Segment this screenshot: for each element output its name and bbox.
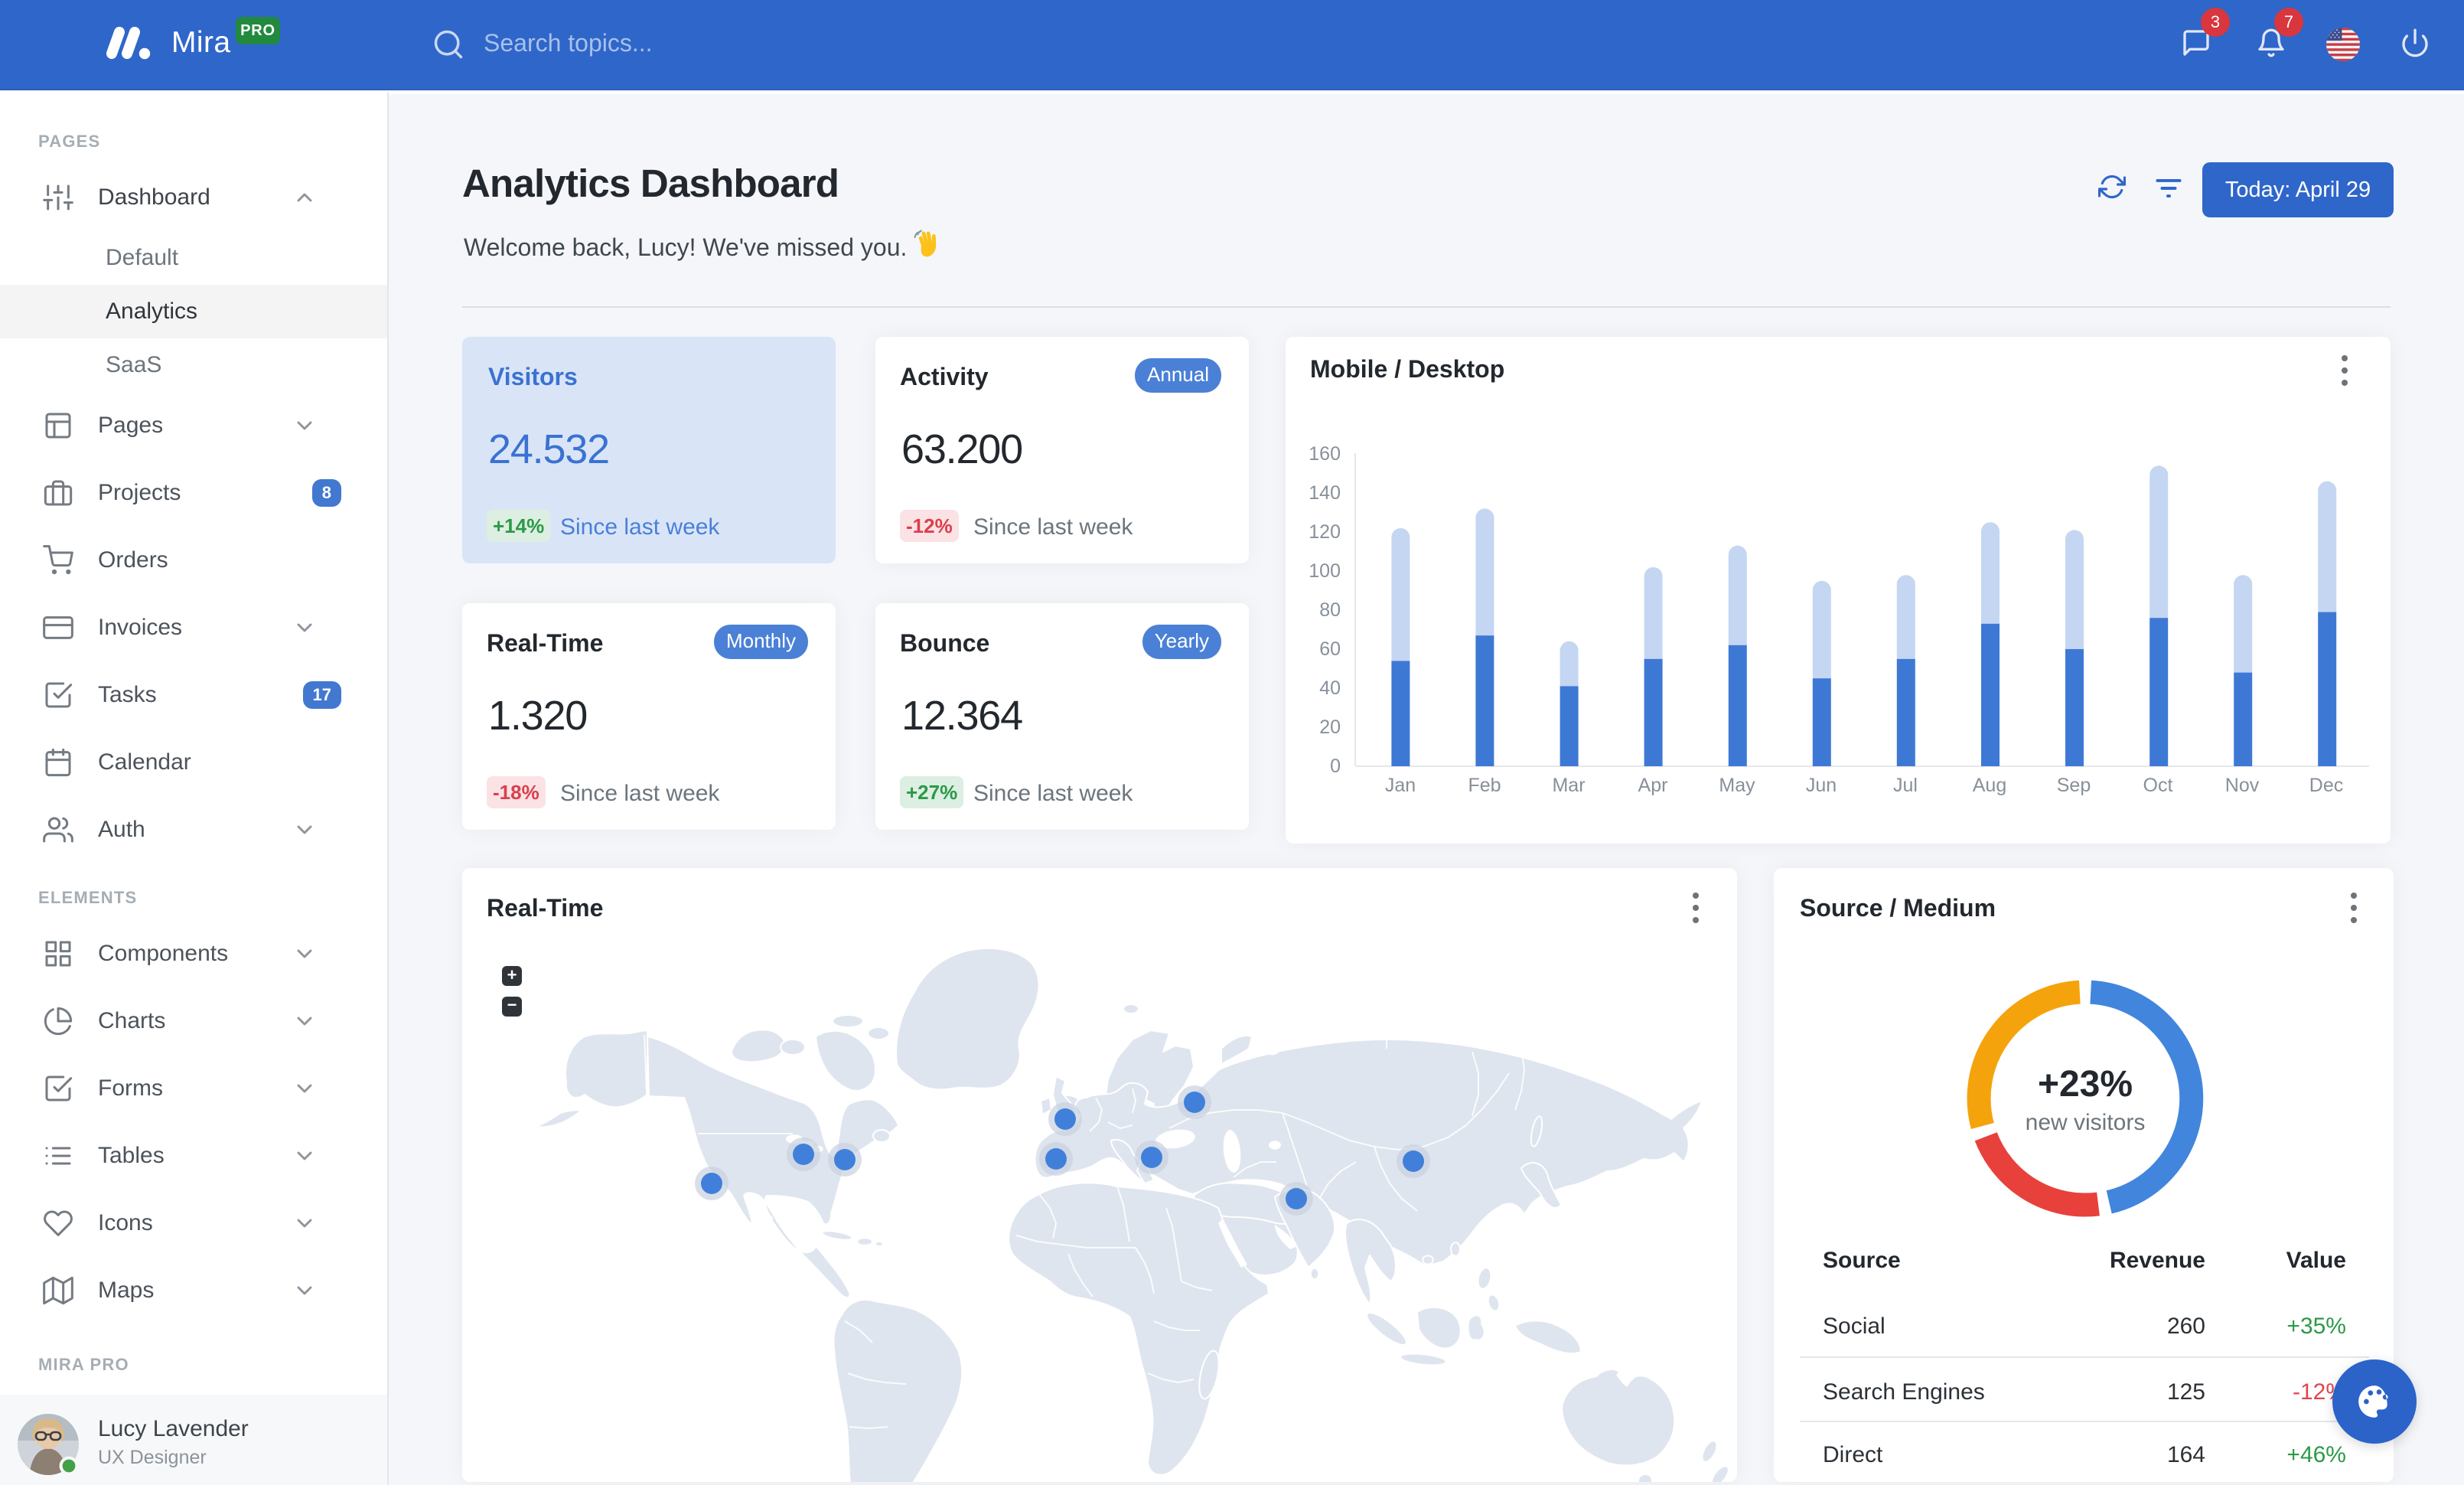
- svg-text:Jul: Jul: [1893, 775, 1918, 796]
- svg-text:Feb: Feb: [1468, 775, 1501, 796]
- svg-text:Sep: Sep: [2057, 775, 2091, 796]
- svg-text:60: 60: [1319, 638, 1341, 660]
- svg-text:160: 160: [1309, 443, 1341, 465]
- svg-text:+23%: +23%: [2038, 1064, 2133, 1105]
- svg-text:120: 120: [1309, 521, 1341, 543]
- svg-text:100: 100: [1309, 560, 1341, 582]
- svg-text:Jun: Jun: [1806, 775, 1837, 796]
- svg-text:Mar: Mar: [1552, 775, 1585, 796]
- svg-text:Aug: Aug: [1973, 775, 2006, 796]
- svg-text:new visitors: new visitors: [2026, 1110, 2146, 1135]
- svg-text:Oct: Oct: [2143, 775, 2173, 796]
- svg-text:Nov: Nov: [2225, 775, 2260, 796]
- svg-text:20: 20: [1319, 716, 1341, 738]
- svg-text:Jan: Jan: [1385, 775, 1416, 796]
- svg-text:140: 140: [1309, 482, 1341, 504]
- svg-text:80: 80: [1319, 599, 1341, 621]
- svg-text:May: May: [1719, 775, 1755, 796]
- svg-text:40: 40: [1319, 677, 1341, 699]
- svg-text:Dec: Dec: [2309, 775, 2343, 796]
- svg-text:0: 0: [1330, 756, 1341, 777]
- svg-text:Apr: Apr: [1638, 775, 1668, 796]
